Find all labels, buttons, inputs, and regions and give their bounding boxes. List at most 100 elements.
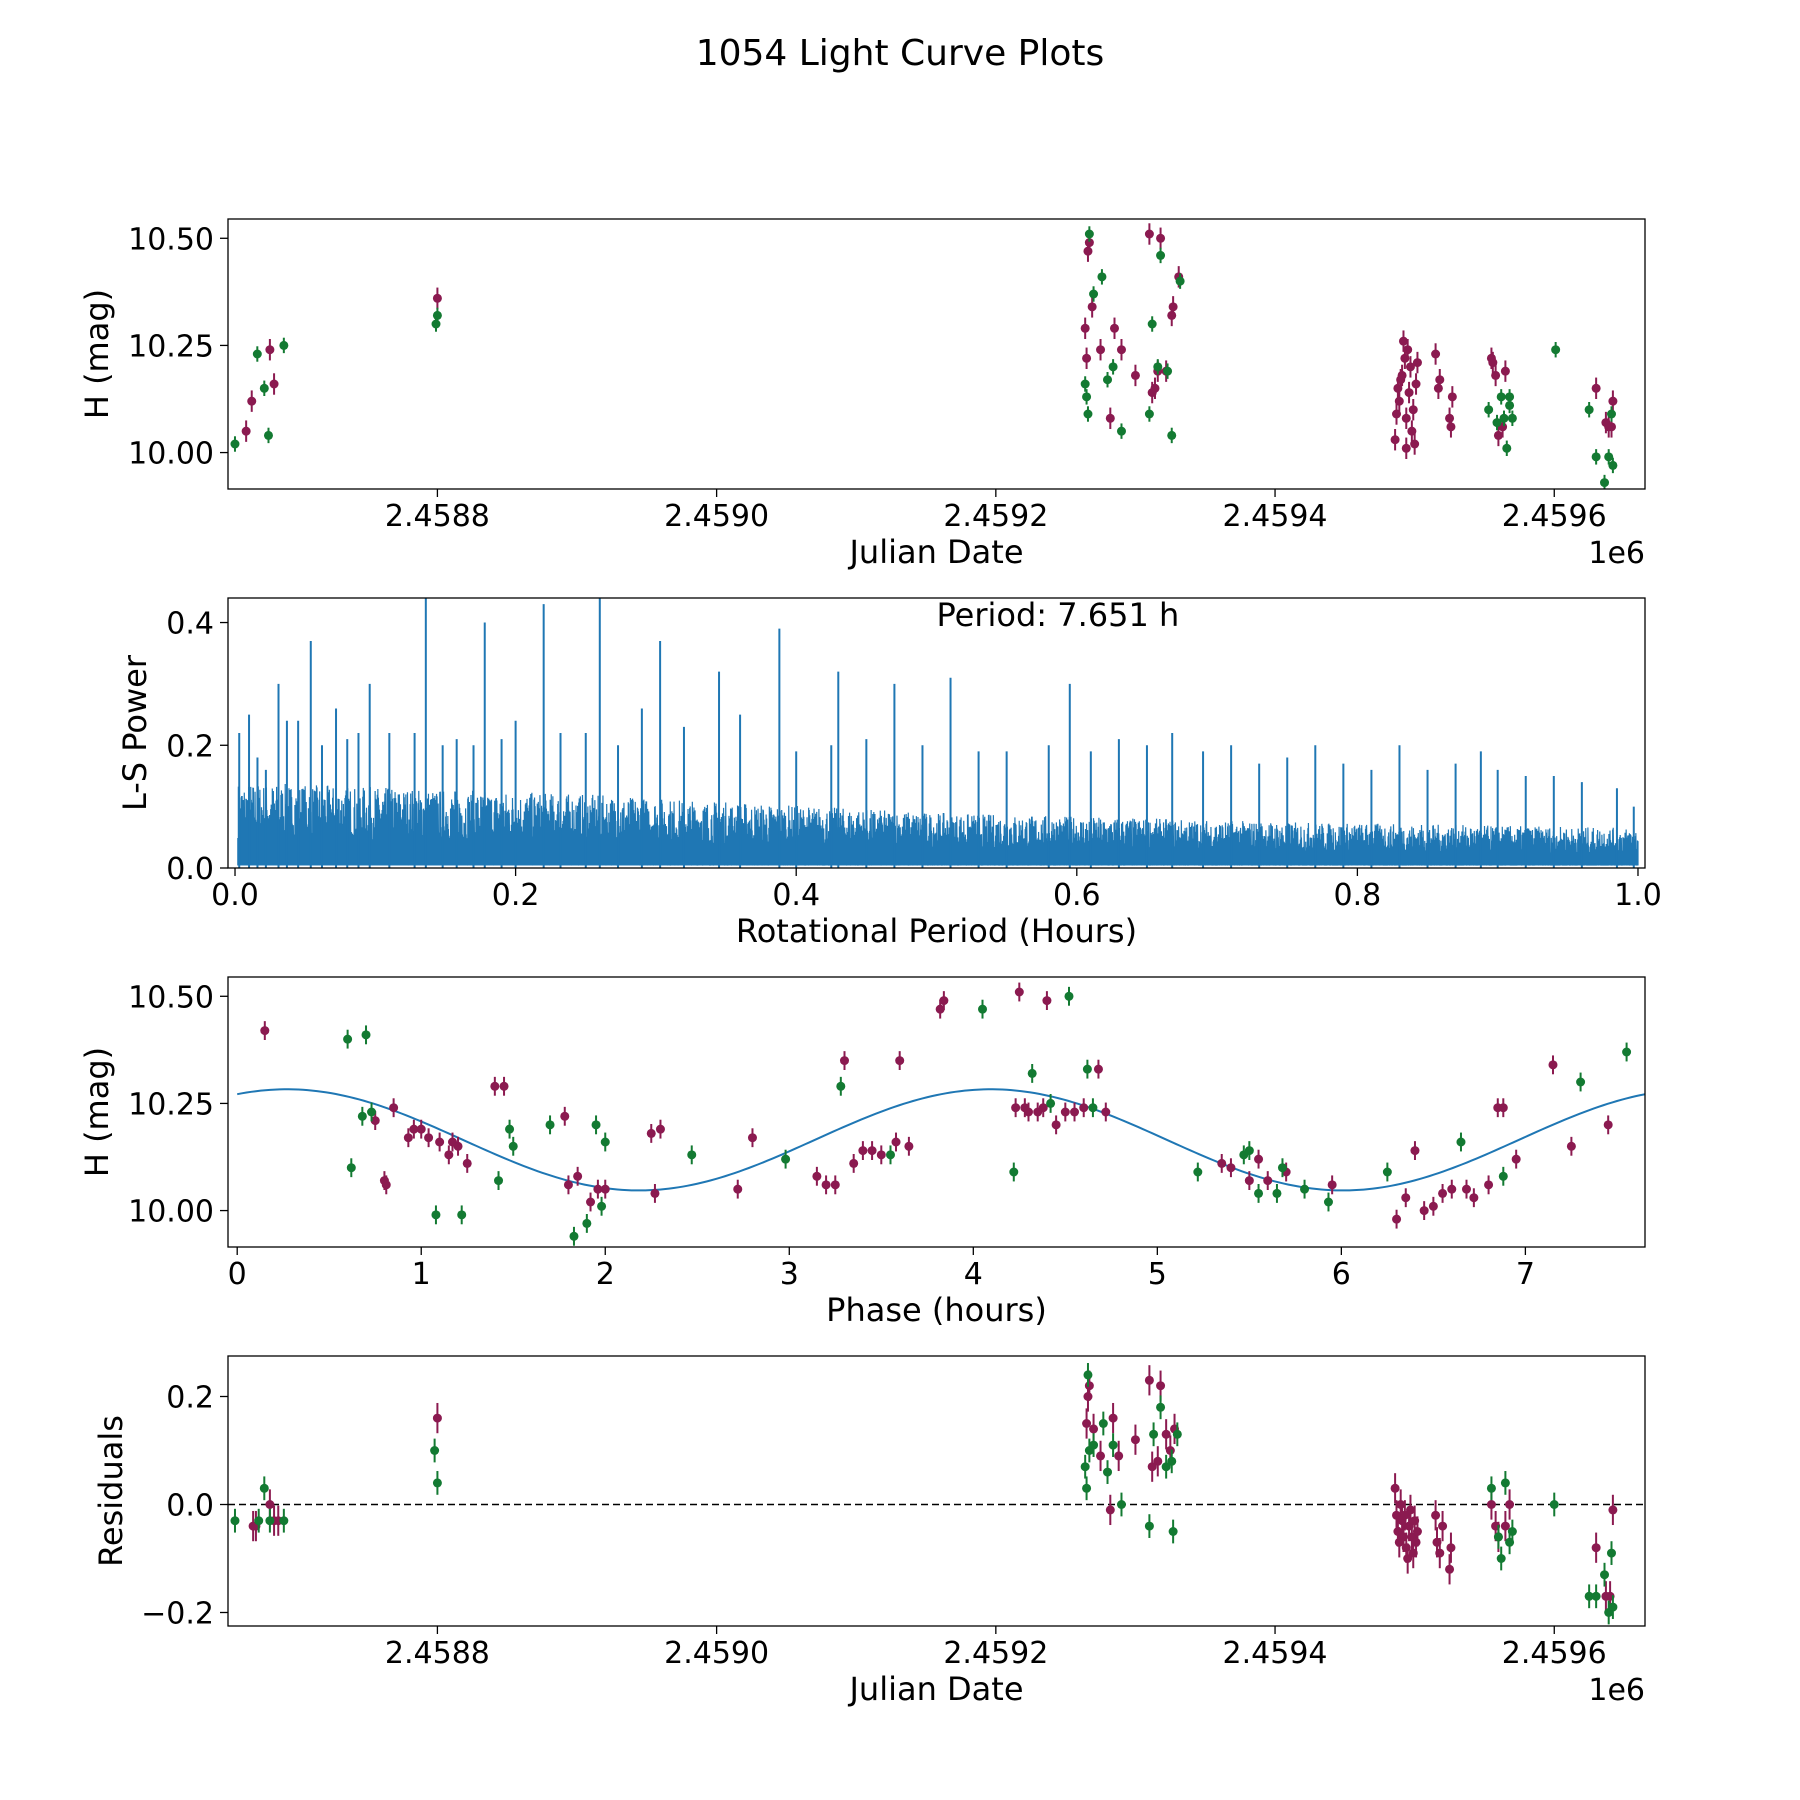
purple-data-point <box>1042 996 1052 1006</box>
y-tick-label: 0.2 <box>166 729 214 764</box>
purple-data-point <box>1603 1120 1613 1130</box>
figure-title: 1054 Light Curve Plots <box>696 33 1105 74</box>
purple-data-point <box>1392 1214 1402 1224</box>
lightcurve-panel: 2.4588 2.4590 2.4592 2.4594 2.4596 10.00 10.25… <box>78 218 1646 571</box>
purple-data-point <box>1168 302 1178 312</box>
purple-data-point <box>1401 1193 1411 1203</box>
green-data-point <box>1083 409 1093 419</box>
green-data-point <box>1604 452 1614 462</box>
green-data-point <box>1456 1137 1466 1147</box>
green-data-point <box>1499 413 1509 423</box>
purple-data-point <box>1038 1103 1048 1113</box>
phased-panel: 0 1 2 3 4 5 6 7 10.00 10.25 10.50 Phase (hours) H (m… <box>78 976 1646 1329</box>
green-data-point <box>1496 392 1506 402</box>
purple-data-point <box>260 1026 270 1036</box>
y-tick-label: 10.00 <box>128 1195 214 1230</box>
x-tick-label: 2.4590 <box>664 1636 769 1671</box>
green-data-point <box>1084 229 1094 239</box>
purple-data-point <box>1461 1184 1471 1194</box>
purple-data-point <box>499 1081 509 1091</box>
purple-data-point <box>1433 383 1443 393</box>
green-data-point <box>1492 418 1502 428</box>
purple-data-point <box>733 1184 743 1194</box>
y-tick-label: 10.50 <box>128 222 214 257</box>
purple-data-point <box>1445 413 1455 423</box>
purple-data-point <box>1083 1392 1093 1401</box>
y-tick-label: 0.4 <box>166 607 214 642</box>
green-data-point <box>1144 409 1154 419</box>
x-tick-label: 2.4588 <box>385 499 490 534</box>
x-offset-label: 1e6 <box>1588 536 1645 571</box>
x-axis-label: Julian Date <box>847 1670 1023 1708</box>
y-tick-label: 0.2 <box>166 1381 214 1416</box>
green-data-point <box>263 430 273 440</box>
purple-data-point <box>1144 1375 1154 1385</box>
green-data-point <box>431 319 441 329</box>
green-data-point <box>230 1516 240 1526</box>
y-tick-label: 10.00 <box>128 437 214 472</box>
purple-data-point <box>1096 1451 1106 1461</box>
y-tick-label: 0.0 <box>166 1489 214 1524</box>
purple-data-point <box>1165 1446 1175 1455</box>
x-tick-label: 0.2 <box>492 878 540 913</box>
purple-data-point <box>1435 1548 1445 1558</box>
x-axis-label: Julian Date <box>847 533 1023 571</box>
green-data-point <box>1097 272 1107 282</box>
green-data-point <box>1254 1188 1264 1198</box>
green-data-point <box>1606 1548 1616 1558</box>
purple-data-point <box>830 1180 840 1190</box>
purple-data-point <box>1147 1462 1157 1472</box>
green-data-point <box>1608 460 1618 470</box>
y-tick-label: 10.50 <box>128 980 214 1015</box>
purple-data-point <box>432 293 442 303</box>
green-data-point <box>569 1231 579 1241</box>
purple-data-point <box>1566 1141 1576 1151</box>
green-data-point <box>1502 443 1512 453</box>
green-data-point <box>1323 1197 1333 1207</box>
purple-data-point <box>370 1116 380 1126</box>
purple-data-point <box>1089 1424 1099 1434</box>
purple-data-point <box>403 1133 413 1143</box>
purple-data-point <box>1469 1193 1479 1203</box>
purple-data-point <box>1105 1505 1115 1515</box>
y-tick-label: 10.25 <box>128 329 214 364</box>
green-data-point <box>431 1210 441 1220</box>
purple-data-point <box>1405 1505 1415 1515</box>
green-data-point <box>1082 1483 1092 1493</box>
purple-data-point <box>1144 229 1154 239</box>
purple-data-point <box>1060 1107 1070 1117</box>
green-data-point <box>1161 1462 1171 1472</box>
plot-area <box>228 1363 1645 1625</box>
purple-data-point <box>849 1158 859 1168</box>
purple-data-point <box>1167 310 1177 320</box>
green-data-point <box>781 1154 791 1164</box>
purple-data-point <box>1327 1180 1337 1190</box>
purple-data-point <box>444 1150 454 1160</box>
green-data-point <box>1082 1064 1092 1074</box>
x-tick-label: 3 <box>780 1257 799 1292</box>
green-data-point <box>1103 375 1113 385</box>
purple-data-point <box>1390 1483 1400 1493</box>
green-data-point <box>1584 405 1594 415</box>
purple-data-point <box>265 1500 275 1509</box>
purple-data-point <box>563 1180 573 1190</box>
green-data-point <box>1505 392 1515 402</box>
green-data-point <box>1272 1188 1282 1198</box>
x-tick-label: 2.4590 <box>664 499 769 534</box>
green-data-point <box>1172 1429 1182 1439</box>
green-data-point <box>1600 478 1610 488</box>
green-data-point <box>279 340 289 350</box>
green-data-point <box>1584 1591 1594 1601</box>
axes-frame <box>227 218 1646 490</box>
purple-data-point <box>655 1124 665 1134</box>
purple-data-point <box>747 1133 757 1143</box>
purple-data-point <box>1500 1521 1510 1531</box>
green-data-point <box>252 349 262 359</box>
plot-area <box>237 598 1639 868</box>
green-data-point <box>346 1163 356 1173</box>
purple-data-point <box>586 1197 596 1207</box>
green-data-point <box>1167 430 1177 440</box>
purple-data-point <box>1084 238 1094 248</box>
green-data-point <box>1103 1467 1113 1477</box>
purple-data-point <box>435 1137 445 1147</box>
